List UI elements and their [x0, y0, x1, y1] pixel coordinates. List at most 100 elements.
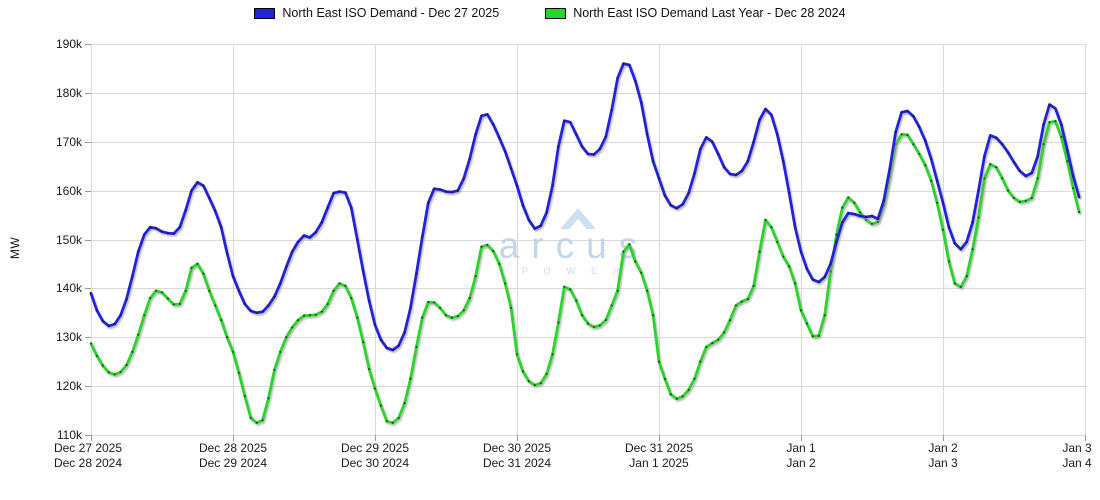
data-point-marker[interactable] — [131, 350, 134, 353]
data-point-marker[interactable] — [184, 209, 187, 212]
data-point-marker[interactable] — [202, 272, 205, 275]
data-point-marker[interactable] — [415, 272, 418, 275]
data-point-marker[interactable] — [279, 350, 282, 353]
data-point-marker[interactable] — [1012, 161, 1016, 164]
data-point-marker[interactable] — [308, 314, 311, 317]
data-point-marker[interactable] — [740, 170, 743, 173]
data-point-marker[interactable] — [267, 304, 270, 307]
data-point-marker[interactable] — [267, 397, 270, 400]
data-point-marker[interactable] — [444, 190, 448, 193]
data-point-marker[interactable] — [640, 101, 643, 104]
data-point-marker[interactable] — [912, 115, 915, 118]
data-point-marker[interactable] — [758, 118, 761, 121]
data-point-marker[interactable] — [652, 160, 655, 163]
data-point-marker[interactable] — [137, 333, 140, 336]
data-point-marker[interactable] — [302, 314, 306, 317]
data-point-marker[interactable] — [539, 382, 542, 385]
data-point-marker[interactable] — [391, 421, 394, 424]
data-point-marker[interactable] — [450, 316, 453, 319]
data-point-marker[interactable] — [953, 282, 956, 285]
data-point-marker[interactable] — [450, 191, 453, 194]
data-point-marker[interactable] — [521, 204, 524, 207]
data-point-marker[interactable] — [302, 234, 306, 237]
data-point-marker[interactable] — [172, 232, 175, 235]
data-point-marker[interactable] — [421, 236, 424, 239]
data-point-marker[interactable] — [853, 213, 856, 216]
data-point-marker[interactable] — [799, 250, 803, 253]
data-point-marker[interactable] — [403, 402, 406, 405]
data-point-marker[interactable] — [616, 289, 619, 292]
data-point-marker[interactable] — [1030, 196, 1033, 200]
data-point-marker[interactable] — [350, 206, 353, 209]
data-point-marker[interactable] — [616, 77, 619, 80]
data-point-marker[interactable] — [941, 228, 945, 231]
data-point-marker[interactable] — [515, 353, 519, 356]
data-point-marker[interactable] — [628, 63, 631, 67]
data-point-marker[interactable] — [1078, 211, 1081, 214]
data-point-marker[interactable] — [409, 306, 412, 309]
data-point-marker[interactable] — [740, 300, 743, 303]
data-point-marker[interactable] — [870, 222, 874, 225]
data-point-marker[interactable] — [397, 344, 400, 347]
data-point-marker[interactable] — [1024, 199, 1027, 202]
data-point-marker[interactable] — [569, 288, 572, 291]
data-point-marker[interactable] — [350, 297, 353, 300]
data-point-marker[interactable] — [794, 226, 797, 229]
data-point-marker[interactable] — [699, 148, 702, 151]
data-point-marker[interactable] — [811, 278, 814, 281]
data-point-marker[interactable] — [444, 314, 448, 317]
data-point-marker[interactable] — [433, 301, 436, 304]
data-point-marker[interactable] — [409, 377, 412, 380]
data-point-marker[interactable] — [220, 226, 223, 229]
legend-item-last-year[interactable]: North East ISO Demand Last Year - Dec 28… — [545, 6, 846, 20]
data-point-marker[interactable] — [853, 201, 856, 204]
data-point-marker[interactable] — [1060, 123, 1063, 126]
data-point-marker[interactable] — [977, 189, 980, 192]
data-point-marker[interactable] — [1018, 170, 1021, 173]
data-point-marker[interactable] — [924, 164, 927, 167]
data-point-marker[interactable] — [545, 211, 548, 214]
data-point-marker[interactable] — [285, 336, 288, 339]
data-point-marker[interactable] — [125, 298, 128, 301]
data-point-marker[interactable] — [539, 224, 542, 227]
data-point-marker[interactable] — [947, 260, 950, 263]
data-point-marker[interactable] — [1012, 196, 1016, 200]
data-point-marker[interactable] — [326, 302, 329, 306]
data-point-marker[interactable] — [166, 297, 169, 300]
data-point-marker[interactable] — [362, 270, 365, 273]
data-point-marker[interactable] — [557, 321, 560, 324]
series-line[interactable] — [89, 119, 1081, 425]
data-point-marker[interactable] — [202, 184, 205, 187]
data-point-marker[interactable] — [805, 267, 808, 270]
data-point-marker[interactable] — [297, 319, 300, 322]
data-point-marker[interactable] — [699, 360, 702, 363]
data-point-marker[interactable] — [551, 353, 554, 356]
data-point-marker[interactable] — [113, 323, 116, 326]
data-point-marker[interactable] — [563, 119, 566, 122]
data-point-marker[interactable] — [817, 280, 820, 284]
data-point-marker[interactable] — [504, 150, 507, 153]
data-point-marker[interactable] — [669, 204, 672, 207]
data-point-marker[interactable] — [1007, 151, 1010, 154]
data-point-marker[interactable] — [385, 420, 388, 423]
data-point-marker[interactable] — [805, 322, 808, 325]
data-point-marker[interactable] — [959, 285, 962, 288]
data-point-marker[interactable] — [918, 126, 921, 129]
data-point-marker[interactable] — [285, 265, 288, 268]
data-point-marker[interactable] — [924, 139, 927, 142]
data-point-marker[interactable] — [178, 302, 181, 306]
data-point-marker[interactable] — [427, 201, 430, 204]
data-point-marker[interactable] — [314, 231, 317, 234]
data-point-marker[interactable] — [995, 166, 998, 169]
data-point-marker[interactable] — [462, 177, 465, 180]
data-point-marker[interactable] — [983, 155, 986, 158]
data-point-marker[interactable] — [492, 250, 495, 253]
data-point-marker[interactable] — [557, 145, 560, 148]
data-point-marker[interactable] — [208, 289, 211, 292]
data-point-marker[interactable] — [468, 157, 471, 160]
data-point-marker[interactable] — [663, 194, 666, 197]
data-point-marker[interactable] — [255, 421, 258, 424]
data-point-marker[interactable] — [231, 350, 235, 353]
data-point-marker[interactable] — [752, 284, 755, 287]
data-point-marker[interactable] — [823, 276, 826, 279]
